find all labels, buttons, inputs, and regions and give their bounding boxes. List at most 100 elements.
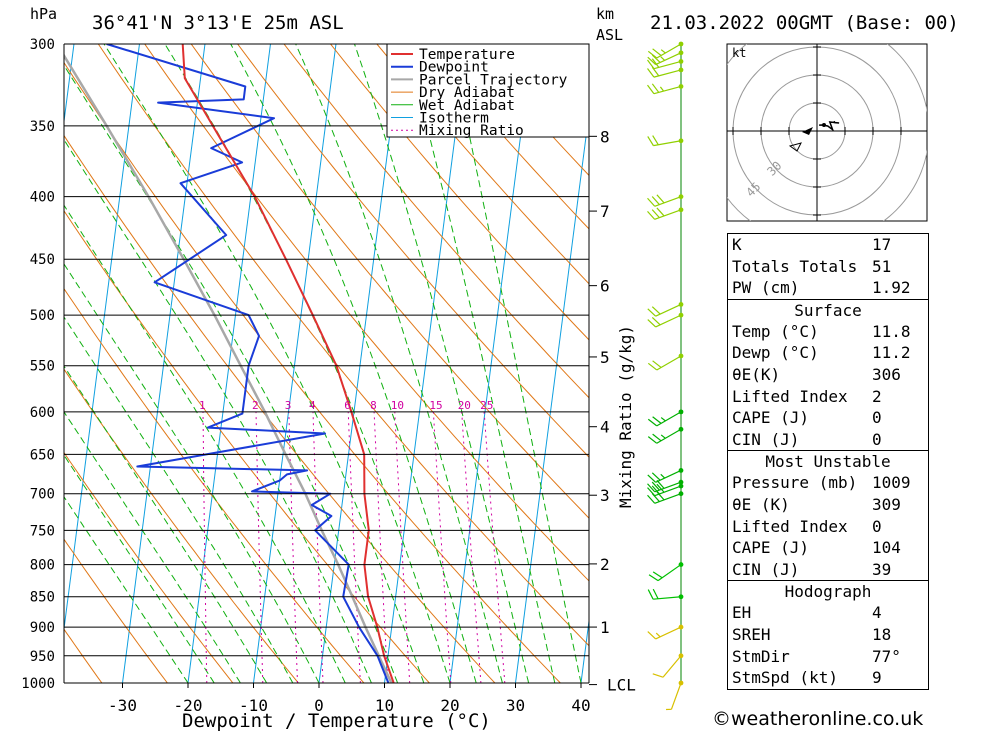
wind-barb-feather: [651, 485, 660, 495]
wind-barb-feather: [647, 210, 656, 220]
wind-barb-shaft: [656, 411, 682, 427]
wind-barb-feather: [647, 197, 656, 207]
wind-barb-feather: [652, 48, 662, 56]
isotherm-line: [449, 44, 533, 683]
dry-adiabat-line: [330, 44, 589, 341]
mixing-ratio-line: [461, 411, 482, 683]
wind-barb-feather: [651, 54, 661, 63]
wind-barb: [647, 426, 684, 444]
stat-value: 104: [872, 538, 901, 558]
stat-label: Lifted Index: [732, 516, 848, 536]
wet-adiabat-line: [230, 44, 477, 683]
stat-value: 0: [872, 408, 882, 428]
mixing-ratio-line: [202, 411, 208, 683]
pressure-tick-label: 600: [30, 405, 55, 421]
indices-section: K 17 Totals Totals 51 PW (cm) 1.92: [728, 234, 928, 299]
wind-barb-shaft: [655, 626, 682, 640]
mixing-ratio-label: 2: [252, 399, 259, 412]
stat-row: Lifted Index 2: [728, 386, 928, 408]
stat-value: 77°: [872, 646, 901, 666]
stat-value: 2: [872, 386, 882, 406]
stat-label: Temp (°C): [732, 321, 819, 341]
wind-barb-half-feather: [660, 434, 666, 439]
stat-label: StmSpd (kt): [732, 668, 838, 688]
km-tick-label: 2: [600, 555, 610, 574]
wind-barb-feather: [647, 494, 656, 504]
stat-label: PW (cm): [732, 278, 800, 298]
wind-barb-dot: [678, 59, 684, 64]
wind-barb-feather: [647, 308, 657, 317]
wind-barb-shaft: [656, 43, 682, 59]
wind-barb-shaft: [655, 303, 682, 317]
pressure-tick-label: 650: [30, 447, 55, 463]
wind-barb-feather: [656, 194, 665, 204]
km-tick-label: 7: [600, 202, 610, 221]
wind-barb-shaft: [653, 69, 682, 78]
isotherm-line: [318, 44, 402, 683]
hodograph-arrow-icon: [788, 142, 802, 152]
stat-label: CIN (J): [732, 559, 800, 579]
surface-title: Surface: [794, 300, 862, 320]
wind-barb: [647, 301, 684, 317]
x-tick-label: -30: [108, 696, 137, 715]
x-tick-label: 20: [440, 696, 459, 715]
hodograph-stats-title: Hodograph: [784, 582, 872, 602]
stat-label: θE(K): [732, 364, 781, 384]
stat-row: θE(K) 306: [728, 364, 928, 386]
stat-row: StmSpd (kt) 9: [728, 667, 928, 689]
isotherm-line: [253, 44, 337, 683]
wet-adiabat-line: [64, 138, 372, 683]
mixing-ratio-label: 10: [391, 399, 404, 412]
stat-value: 0: [872, 429, 882, 449]
copyright-text: ©weatheronline.co.uk: [712, 708, 924, 730]
wind-barb-feather: [651, 196, 660, 205]
wind-barb-feather: [647, 319, 657, 328]
wind-barb-feather: [647, 56, 657, 66]
wet-adiabat-line: [295, 44, 503, 683]
legend-label: Wet Adiabat: [419, 98, 515, 114]
mixing-ratio-label: 4: [309, 399, 316, 412]
legend-label: Mixing Ratio: [419, 123, 524, 139]
stat-label: K: [732, 235, 742, 254]
mixing-ratio-line: [432, 411, 452, 683]
wind-barb-shaft: [662, 655, 682, 678]
dry-adiabat-line: [283, 44, 589, 399]
pressure-tick-label: 900: [30, 620, 55, 636]
stat-value: 51: [872, 256, 892, 276]
wind-barb-feather: [648, 574, 659, 582]
stat-label: θE (K): [732, 494, 790, 514]
stat-row: Dewp (°C) 11.2: [728, 342, 928, 364]
wind-barb-feather: [651, 317, 661, 326]
isotherm-line: [122, 44, 206, 683]
wind-barb: [647, 66, 684, 78]
mixing-ratio-line: [255, 411, 264, 683]
stat-value: 0: [872, 516, 882, 536]
dry-adiabat-line: [97, 44, 589, 647]
hodograph-unit-label: kt: [732, 46, 746, 60]
hodograph-arrow-icon: [802, 127, 813, 135]
pressure-tick-label: 750: [30, 523, 55, 539]
mixing-ratio-label: 1: [199, 399, 206, 412]
pressure-tick-label: 950: [30, 649, 55, 665]
stat-label: SREH: [732, 624, 771, 644]
stat-label: CIN (J): [732, 429, 800, 449]
wind-barb-feather: [647, 474, 657, 483]
wind-barb: [647, 50, 684, 66]
wind-barb: [647, 312, 684, 328]
wind-barb-feather: [651, 306, 661, 315]
wind-barb-feather: [652, 571, 663, 579]
wind-barb-feather: [652, 416, 662, 424]
stat-value: 306: [872, 364, 901, 384]
wind-barb-dot: [678, 50, 684, 56]
wind-barb: [647, 58, 684, 70]
wind-barb-shaft: [655, 314, 682, 328]
wind-barb-feather: [647, 50, 658, 59]
stat-row: CIN (J) 0: [728, 429, 928, 451]
stat-row: StmDir 77°: [728, 646, 928, 668]
pressure-tick-label: 1000: [21, 676, 55, 692]
dry-adiabat-line: [376, 44, 589, 285]
mixing-ratio-line: [483, 411, 506, 683]
wind-barb-feather: [647, 84, 655, 95]
mixing-ratio-label: 20: [458, 399, 471, 412]
